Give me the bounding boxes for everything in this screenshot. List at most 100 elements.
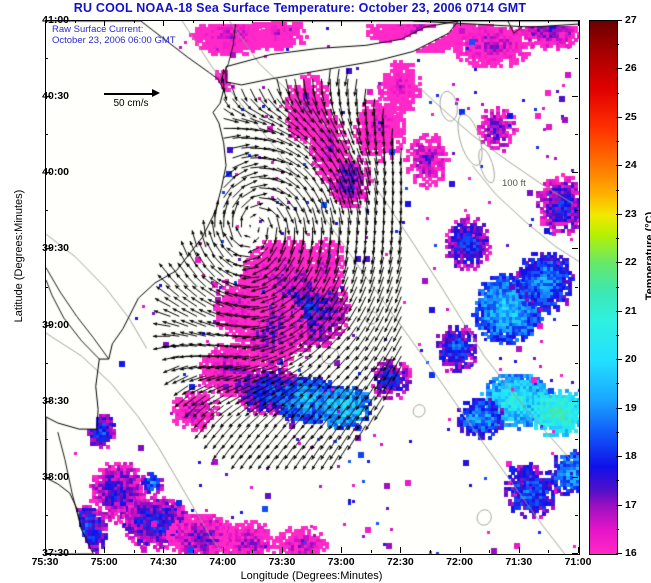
y-tick <box>572 20 578 21</box>
x-tick <box>163 547 165 553</box>
x-tick <box>45 20 46 26</box>
x-minor-tick <box>370 550 372 553</box>
y-tick <box>45 476 51 478</box>
colorbar-minor-tick <box>616 431 619 433</box>
x-minor-tick <box>489 550 491 553</box>
y-minor-tick <box>575 514 578 516</box>
y-minor-tick <box>45 210 48 212</box>
colorbar-minor-tick <box>616 238 619 240</box>
y-tick-label: 37:30 <box>42 547 69 559</box>
y-tick <box>572 400 578 402</box>
colorbar-minor-tick <box>616 528 619 530</box>
y-minor-tick <box>45 514 48 516</box>
x-tick <box>400 20 402 26</box>
y-minor-tick <box>575 58 578 60</box>
x-minor-tick <box>74 550 76 553</box>
y-tick-label: 41:00 <box>42 14 69 26</box>
y-minor-tick <box>575 210 578 212</box>
y-tick <box>45 172 51 174</box>
x-tick <box>281 547 283 553</box>
x-tick <box>578 20 579 26</box>
colorbar-tick-label: 27 <box>625 14 637 26</box>
current-annotation: Raw Surface Current: October 23, 2006 06… <box>52 24 176 46</box>
x-tick <box>518 20 520 26</box>
y-tick-label: 38:00 <box>42 470 69 483</box>
colorbar-tick <box>616 310 622 312</box>
x-tick <box>341 547 343 553</box>
colorbar-tick-label: 25 <box>625 110 637 123</box>
x-tick <box>222 547 224 553</box>
colorbar-tick-label: 21 <box>625 304 637 317</box>
colorbar-tick <box>616 504 622 506</box>
scale-reference: 50 cm/s <box>96 89 180 109</box>
depth-contour-label: 100 ft <box>502 178 526 189</box>
y-tick <box>572 172 578 174</box>
x-minor-tick <box>548 550 550 553</box>
scale-reference-label: 50 cm/s <box>113 98 149 109</box>
colorbar-minor-tick <box>616 286 619 288</box>
y-tick-label: 40:30 <box>42 90 69 103</box>
y-tick <box>572 553 578 554</box>
colorbar-tick <box>616 213 622 215</box>
x-minor-tick <box>429 20 431 23</box>
y-tick-label: 38:30 <box>42 394 69 407</box>
colorbar-tick <box>616 262 622 264</box>
y-minor-tick <box>45 58 48 60</box>
y-tick <box>572 476 578 478</box>
colorbar-tick <box>616 116 622 118</box>
y-minor-tick <box>45 362 48 364</box>
y-tick <box>572 324 578 326</box>
x-tick <box>281 20 283 26</box>
map-plot-area[interactable]: Raw Surface Current: October 23, 2006 06… <box>45 20 580 555</box>
current-annotation-line1: Raw Surface Current: <box>52 24 144 35</box>
x-minor-tick <box>311 550 313 553</box>
y-minor-tick <box>45 286 48 288</box>
x-tick-label: 71:30 <box>505 556 533 568</box>
x-minor-tick <box>252 550 254 553</box>
x-minor-tick <box>548 20 550 23</box>
colorbar-tick-label: 26 <box>625 62 637 75</box>
x-minor-tick <box>193 20 195 23</box>
y-minor-tick <box>575 438 578 440</box>
colorbar-tick <box>616 407 622 409</box>
x-tick <box>45 547 46 553</box>
x-tick-label: 75:00 <box>90 556 118 568</box>
x-minor-tick <box>489 20 491 23</box>
y-tick <box>45 553 51 554</box>
colorbar-gradient <box>590 21 617 554</box>
colorbar-tick <box>616 553 622 554</box>
x-tick-label: 73:30 <box>268 556 296 568</box>
x-tick <box>163 20 165 26</box>
y-tick <box>45 324 51 326</box>
colorbar-tick-label: 20 <box>625 353 637 366</box>
y-tick <box>45 400 51 402</box>
arrow-right-icon <box>96 89 180 98</box>
x-minor-tick <box>429 550 431 553</box>
y-tick-label: 40:00 <box>42 166 69 179</box>
x-tick-label: 72:30 <box>386 556 414 568</box>
y-tick <box>45 248 51 250</box>
colorbar-tick-label: 22 <box>625 256 637 269</box>
x-tick-label: 74:30 <box>150 556 177 568</box>
colorbar-tick-label: 19 <box>625 401 637 414</box>
x-tick <box>222 20 224 26</box>
colorbar-tick <box>616 165 622 167</box>
colorbar-tick <box>616 68 622 70</box>
temperature-colorbar[interactable] <box>589 20 618 555</box>
x-axis-title: Longitude (Degrees:Minutes) <box>240 570 383 582</box>
colorbar-minor-tick <box>616 44 619 46</box>
colorbar-tick-label: 16 <box>625 547 637 559</box>
colorbar-minor-tick <box>616 92 619 94</box>
y-minor-tick <box>575 134 578 136</box>
colorbar-title: Temperature (°C) <box>644 211 651 301</box>
colorbar-minor-tick <box>616 189 619 191</box>
colorbar-minor-tick <box>616 334 619 336</box>
y-minor-tick <box>575 362 578 364</box>
x-tick <box>518 547 520 553</box>
colorbar-minor-tick <box>616 383 619 385</box>
page-title: RU COOL NOAA-18 Sea Surface Temperature:… <box>73 1 527 15</box>
x-minor-tick <box>133 20 135 23</box>
y-tick <box>572 96 578 98</box>
current-annotation-line2: October 23, 2006 06:00 GMT <box>52 35 176 46</box>
x-minor-tick <box>370 20 372 23</box>
